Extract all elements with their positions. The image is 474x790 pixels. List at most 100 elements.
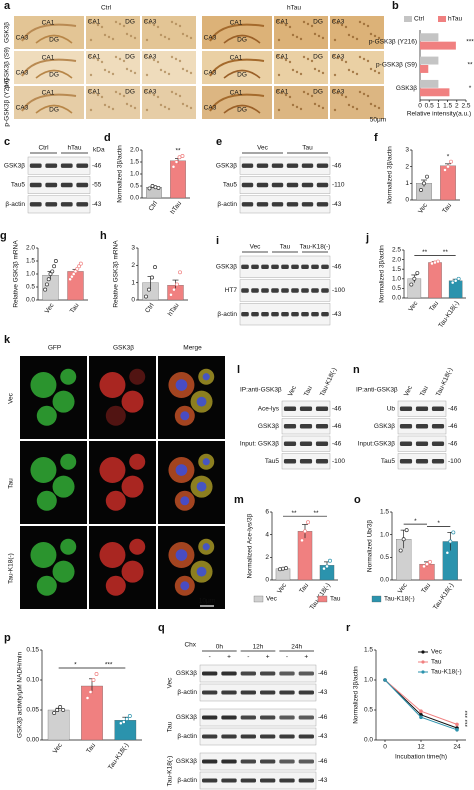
band bbox=[321, 311, 329, 317]
row-label: Tau-K18(-) bbox=[8, 553, 15, 584]
band bbox=[298, 734, 314, 739]
data-point bbox=[73, 269, 78, 274]
band bbox=[240, 759, 256, 764]
row-label: Tau5 bbox=[223, 182, 237, 189]
data-point bbox=[455, 722, 459, 727]
kda-label: -46 bbox=[448, 405, 458, 412]
x-tick-label: Ctrl bbox=[144, 302, 156, 315]
cell-stain bbox=[313, 32, 317, 36]
legend-label: Tau-K18(-) bbox=[384, 596, 415, 603]
data-point bbox=[147, 186, 152, 191]
row-label: GSK3β bbox=[4, 22, 11, 43]
legend-label: Ctrl bbox=[414, 16, 425, 23]
band bbox=[399, 441, 413, 446]
bar bbox=[440, 165, 456, 201]
ip-label: IP:anti-GSK3β bbox=[356, 387, 398, 394]
data-point bbox=[281, 566, 285, 571]
cell-stain bbox=[347, 68, 351, 72]
blot-strip bbox=[27, 156, 91, 175]
region-label: CA1 bbox=[230, 20, 243, 27]
cell-stain bbox=[174, 92, 178, 96]
band bbox=[271, 182, 284, 188]
y-tick-label: GSK3β bbox=[396, 85, 417, 92]
data-point bbox=[91, 678, 96, 682]
band bbox=[281, 311, 289, 317]
cell-stain bbox=[369, 102, 373, 106]
region-label: DG bbox=[125, 89, 135, 96]
band bbox=[415, 459, 429, 464]
data-point bbox=[455, 728, 459, 732]
panel-letter: o bbox=[354, 494, 361, 506]
band bbox=[311, 288, 319, 293]
band bbox=[260, 715, 276, 720]
data-point bbox=[71, 272, 76, 276]
cell-stain bbox=[284, 93, 288, 97]
band bbox=[256, 163, 269, 168]
lane-label: Vec bbox=[287, 384, 298, 397]
cell-stain bbox=[178, 59, 182, 63]
band bbox=[240, 690, 256, 695]
cell-stain bbox=[122, 59, 126, 63]
cell-stain bbox=[351, 70, 355, 74]
cell-stain bbox=[89, 73, 93, 77]
data-point bbox=[94, 672, 99, 676]
y-tick-label: 1.5 bbox=[130, 159, 139, 166]
region-label: CA3 bbox=[16, 105, 29, 112]
y-axis-label: Normalized 3β/actin bbox=[117, 145, 124, 203]
y-tick-label: 0 bbox=[405, 197, 409, 204]
cell-stain bbox=[366, 24, 370, 28]
region-label: CA3 bbox=[144, 19, 157, 26]
group-label: Tau bbox=[302, 145, 313, 152]
hippocampus-layer bbox=[21, 23, 77, 42]
x-tick-label: Tau bbox=[428, 300, 440, 313]
blot-strip bbox=[27, 176, 91, 194]
band bbox=[298, 690, 314, 695]
band bbox=[301, 163, 314, 168]
data-point bbox=[174, 160, 179, 164]
cell bbox=[121, 390, 144, 413]
band bbox=[202, 690, 218, 695]
band bbox=[286, 182, 299, 188]
bar bbox=[420, 65, 429, 73]
band bbox=[301, 311, 309, 317]
legend-label: Tau-K18(-) bbox=[431, 669, 462, 676]
cell-stain bbox=[347, 103, 351, 107]
band bbox=[283, 441, 297, 446]
cell-stain bbox=[310, 59, 314, 63]
cell-stain bbox=[302, 55, 306, 59]
region-label: CA3 bbox=[332, 19, 345, 26]
band bbox=[321, 288, 329, 293]
group-label: Vec bbox=[167, 677, 174, 689]
region-label: DG bbox=[49, 107, 59, 114]
cell-stain bbox=[344, 60, 348, 64]
cell-stain bbox=[181, 67, 185, 71]
cell-stain bbox=[111, 72, 115, 76]
band bbox=[301, 288, 309, 293]
cell-stain bbox=[355, 37, 359, 41]
band bbox=[261, 288, 269, 293]
region-label: CA1 bbox=[230, 55, 243, 62]
data-point bbox=[55, 708, 60, 712]
cell-stain bbox=[344, 95, 348, 99]
region-label: CA3 bbox=[204, 35, 217, 42]
row-label: p-GSK3β (Y216) bbox=[4, 78, 11, 126]
cell bbox=[52, 560, 75, 583]
band bbox=[301, 182, 314, 188]
treatment-label: Chx bbox=[184, 642, 196, 649]
band bbox=[301, 264, 309, 270]
data-point bbox=[412, 276, 417, 281]
panel-letter: d bbox=[104, 132, 111, 144]
micrograph bbox=[202, 86, 272, 119]
y-axis-label: Normalized Ub/3β bbox=[367, 520, 374, 572]
y-tick-label: 1.0 bbox=[364, 677, 373, 684]
cell-stain bbox=[276, 89, 280, 93]
data-point bbox=[450, 280, 455, 285]
cell bbox=[129, 538, 146, 555]
cell-stain bbox=[280, 91, 284, 95]
cell-stain bbox=[125, 102, 129, 106]
band bbox=[256, 202, 269, 207]
data-point bbox=[77, 264, 82, 269]
row-label: GSK3β bbox=[176, 670, 197, 677]
row-label: GSK3β bbox=[4, 162, 25, 169]
data-point bbox=[69, 274, 74, 279]
